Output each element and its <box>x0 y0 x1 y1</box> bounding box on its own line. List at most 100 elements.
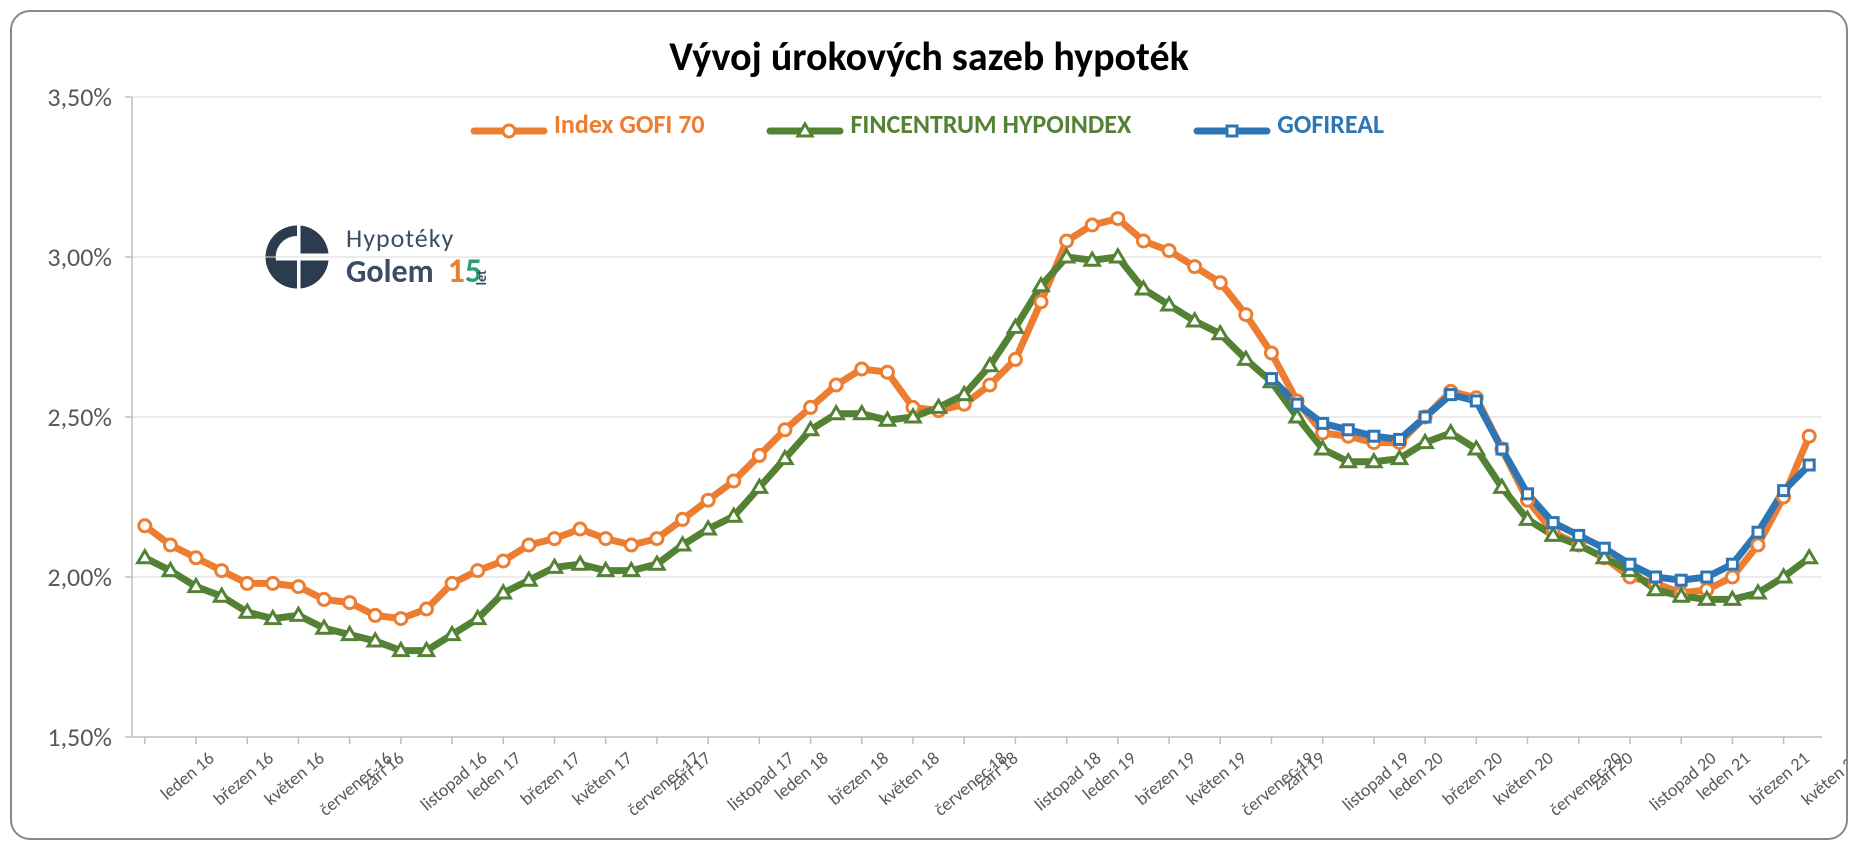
series-line-gofireal <box>1271 379 1809 581</box>
series-marker-gofireal <box>1497 444 1507 454</box>
series-marker-hypoindex <box>266 611 280 623</box>
x-axis: leden 16březen 16květen 16červenec 16zář… <box>132 737 1822 840</box>
series-marker-gofireal <box>1727 559 1737 569</box>
y-axis: 1,50%2,00%2,50%3,00%3,50% <box>12 97 122 737</box>
series-marker-gofi70 <box>1112 213 1124 225</box>
series-marker-hypoindex <box>880 413 894 425</box>
series-marker-gofi70 <box>1189 261 1201 273</box>
series-marker-gofi70 <box>830 379 842 391</box>
series-marker-gofireal <box>1343 425 1353 435</box>
series-marker-hypoindex <box>624 563 638 575</box>
series-marker-gofi70 <box>1163 245 1175 257</box>
series-marker-gofireal <box>1753 527 1763 537</box>
chart-container: Vývoj úrokových sazeb hypoték Index GOFI… <box>10 10 1848 840</box>
series-marker-gofi70 <box>318 593 330 605</box>
series-marker-gofi70 <box>1726 571 1738 583</box>
series-marker-gofi70 <box>369 609 381 621</box>
series-marker-gofireal <box>1420 412 1430 422</box>
y-tick-label: 3,00% <box>47 241 112 273</box>
series-marker-gofi70 <box>216 565 228 577</box>
series-marker-gofi70 <box>574 523 586 535</box>
series-marker-gofi70 <box>523 539 535 551</box>
series-marker-hypoindex <box>291 608 305 620</box>
series-marker-gofireal <box>1369 431 1379 441</box>
series-marker-gofi70 <box>805 401 817 413</box>
plot-svg <box>132 97 1822 737</box>
series-marker-gofireal <box>1779 486 1789 496</box>
chart-title: Vývoj úrokových sazeb hypoték <box>12 32 1846 81</box>
series-marker-hypoindex <box>1725 592 1739 604</box>
series-marker-hypoindex <box>1085 253 1099 265</box>
series-marker-gofi70 <box>1803 430 1815 442</box>
y-tick-label: 3,50% <box>47 81 112 113</box>
series-marker-gofireal <box>1804 460 1814 470</box>
series-marker-gofi70 <box>1214 277 1226 289</box>
series-marker-gofi70 <box>753 449 765 461</box>
series-marker-hypoindex <box>855 407 869 419</box>
series-marker-gofireal <box>1471 396 1481 406</box>
series-marker-hypoindex <box>1111 250 1125 262</box>
series-marker-hypoindex <box>1802 551 1816 563</box>
series-marker-gofi70 <box>1752 539 1764 551</box>
series-marker-gofi70 <box>344 597 356 609</box>
series-marker-gofi70 <box>1009 353 1021 365</box>
y-tick-label: 1,50% <box>47 721 112 753</box>
series-marker-gofi70 <box>241 577 253 589</box>
series-marker-gofireal <box>1702 572 1712 582</box>
series-marker-gofireal <box>1446 390 1456 400</box>
y-tick-label: 2,00% <box>47 561 112 593</box>
series-marker-gofireal <box>1292 399 1302 409</box>
series-marker-gofi70 <box>984 379 996 391</box>
series-marker-gofireal <box>1548 518 1558 528</box>
series-marker-gofireal <box>1266 374 1276 384</box>
series-marker-hypoindex <box>1444 426 1458 438</box>
series-marker-gofi70 <box>1086 219 1098 231</box>
series-line-hypoindex <box>145 257 1809 651</box>
series-marker-gofi70 <box>472 565 484 577</box>
series-marker-gofi70 <box>856 363 868 375</box>
series-marker-gofi70 <box>651 533 663 545</box>
series-marker-gofireal <box>1523 489 1533 499</box>
series-marker-gofireal <box>1651 572 1661 582</box>
series-marker-gofi70 <box>1137 235 1149 247</box>
series-line-gofi70 <box>145 219 1809 619</box>
series-marker-gofi70 <box>446 577 458 589</box>
series-marker-gofi70 <box>190 552 202 564</box>
series-marker-hypoindex <box>138 551 152 563</box>
series-marker-hypoindex <box>547 560 561 572</box>
series-marker-hypoindex <box>829 407 843 419</box>
series-marker-gofi70 <box>728 475 740 487</box>
series-marker-hypoindex <box>1367 455 1381 467</box>
series-marker-gofi70 <box>549 533 561 545</box>
series-marker-gofi70 <box>267 577 279 589</box>
series-marker-gofireal <box>1676 575 1686 585</box>
plot-area <box>132 97 1822 737</box>
series-marker-gofi70 <box>1240 309 1252 321</box>
series-marker-gofi70 <box>625 539 637 551</box>
series-marker-gofireal <box>1318 418 1328 428</box>
series-marker-hypoindex <box>343 627 357 639</box>
series-marker-gofi70 <box>497 555 509 567</box>
series-marker-hypoindex <box>599 563 613 575</box>
series-marker-gofi70 <box>677 513 689 525</box>
series-marker-gofi70 <box>395 613 407 625</box>
series-marker-gofi70 <box>600 533 612 545</box>
series-marker-gofireal <box>1574 530 1584 540</box>
y-tick-label: 2,50% <box>47 401 112 433</box>
series-marker-gofi70 <box>292 581 304 593</box>
x-tick-label: leden 16 <box>156 747 219 805</box>
series-marker-gofi70 <box>139 520 151 532</box>
series-marker-hypoindex <box>368 634 382 646</box>
series-marker-gofi70 <box>164 539 176 551</box>
series-marker-gofi70 <box>881 366 893 378</box>
series-marker-gofi70 <box>1061 235 1073 247</box>
series-marker-gofi70 <box>420 603 432 615</box>
series-marker-gofireal <box>1599 543 1609 553</box>
series-marker-gofi70 <box>702 494 714 506</box>
series-marker-gofi70 <box>1035 296 1047 308</box>
series-marker-gofireal <box>1395 434 1405 444</box>
series-marker-gofi70 <box>1265 347 1277 359</box>
series-marker-gofireal <box>1625 559 1635 569</box>
series-marker-hypoindex <box>573 557 587 569</box>
series-marker-gofi70 <box>779 424 791 436</box>
